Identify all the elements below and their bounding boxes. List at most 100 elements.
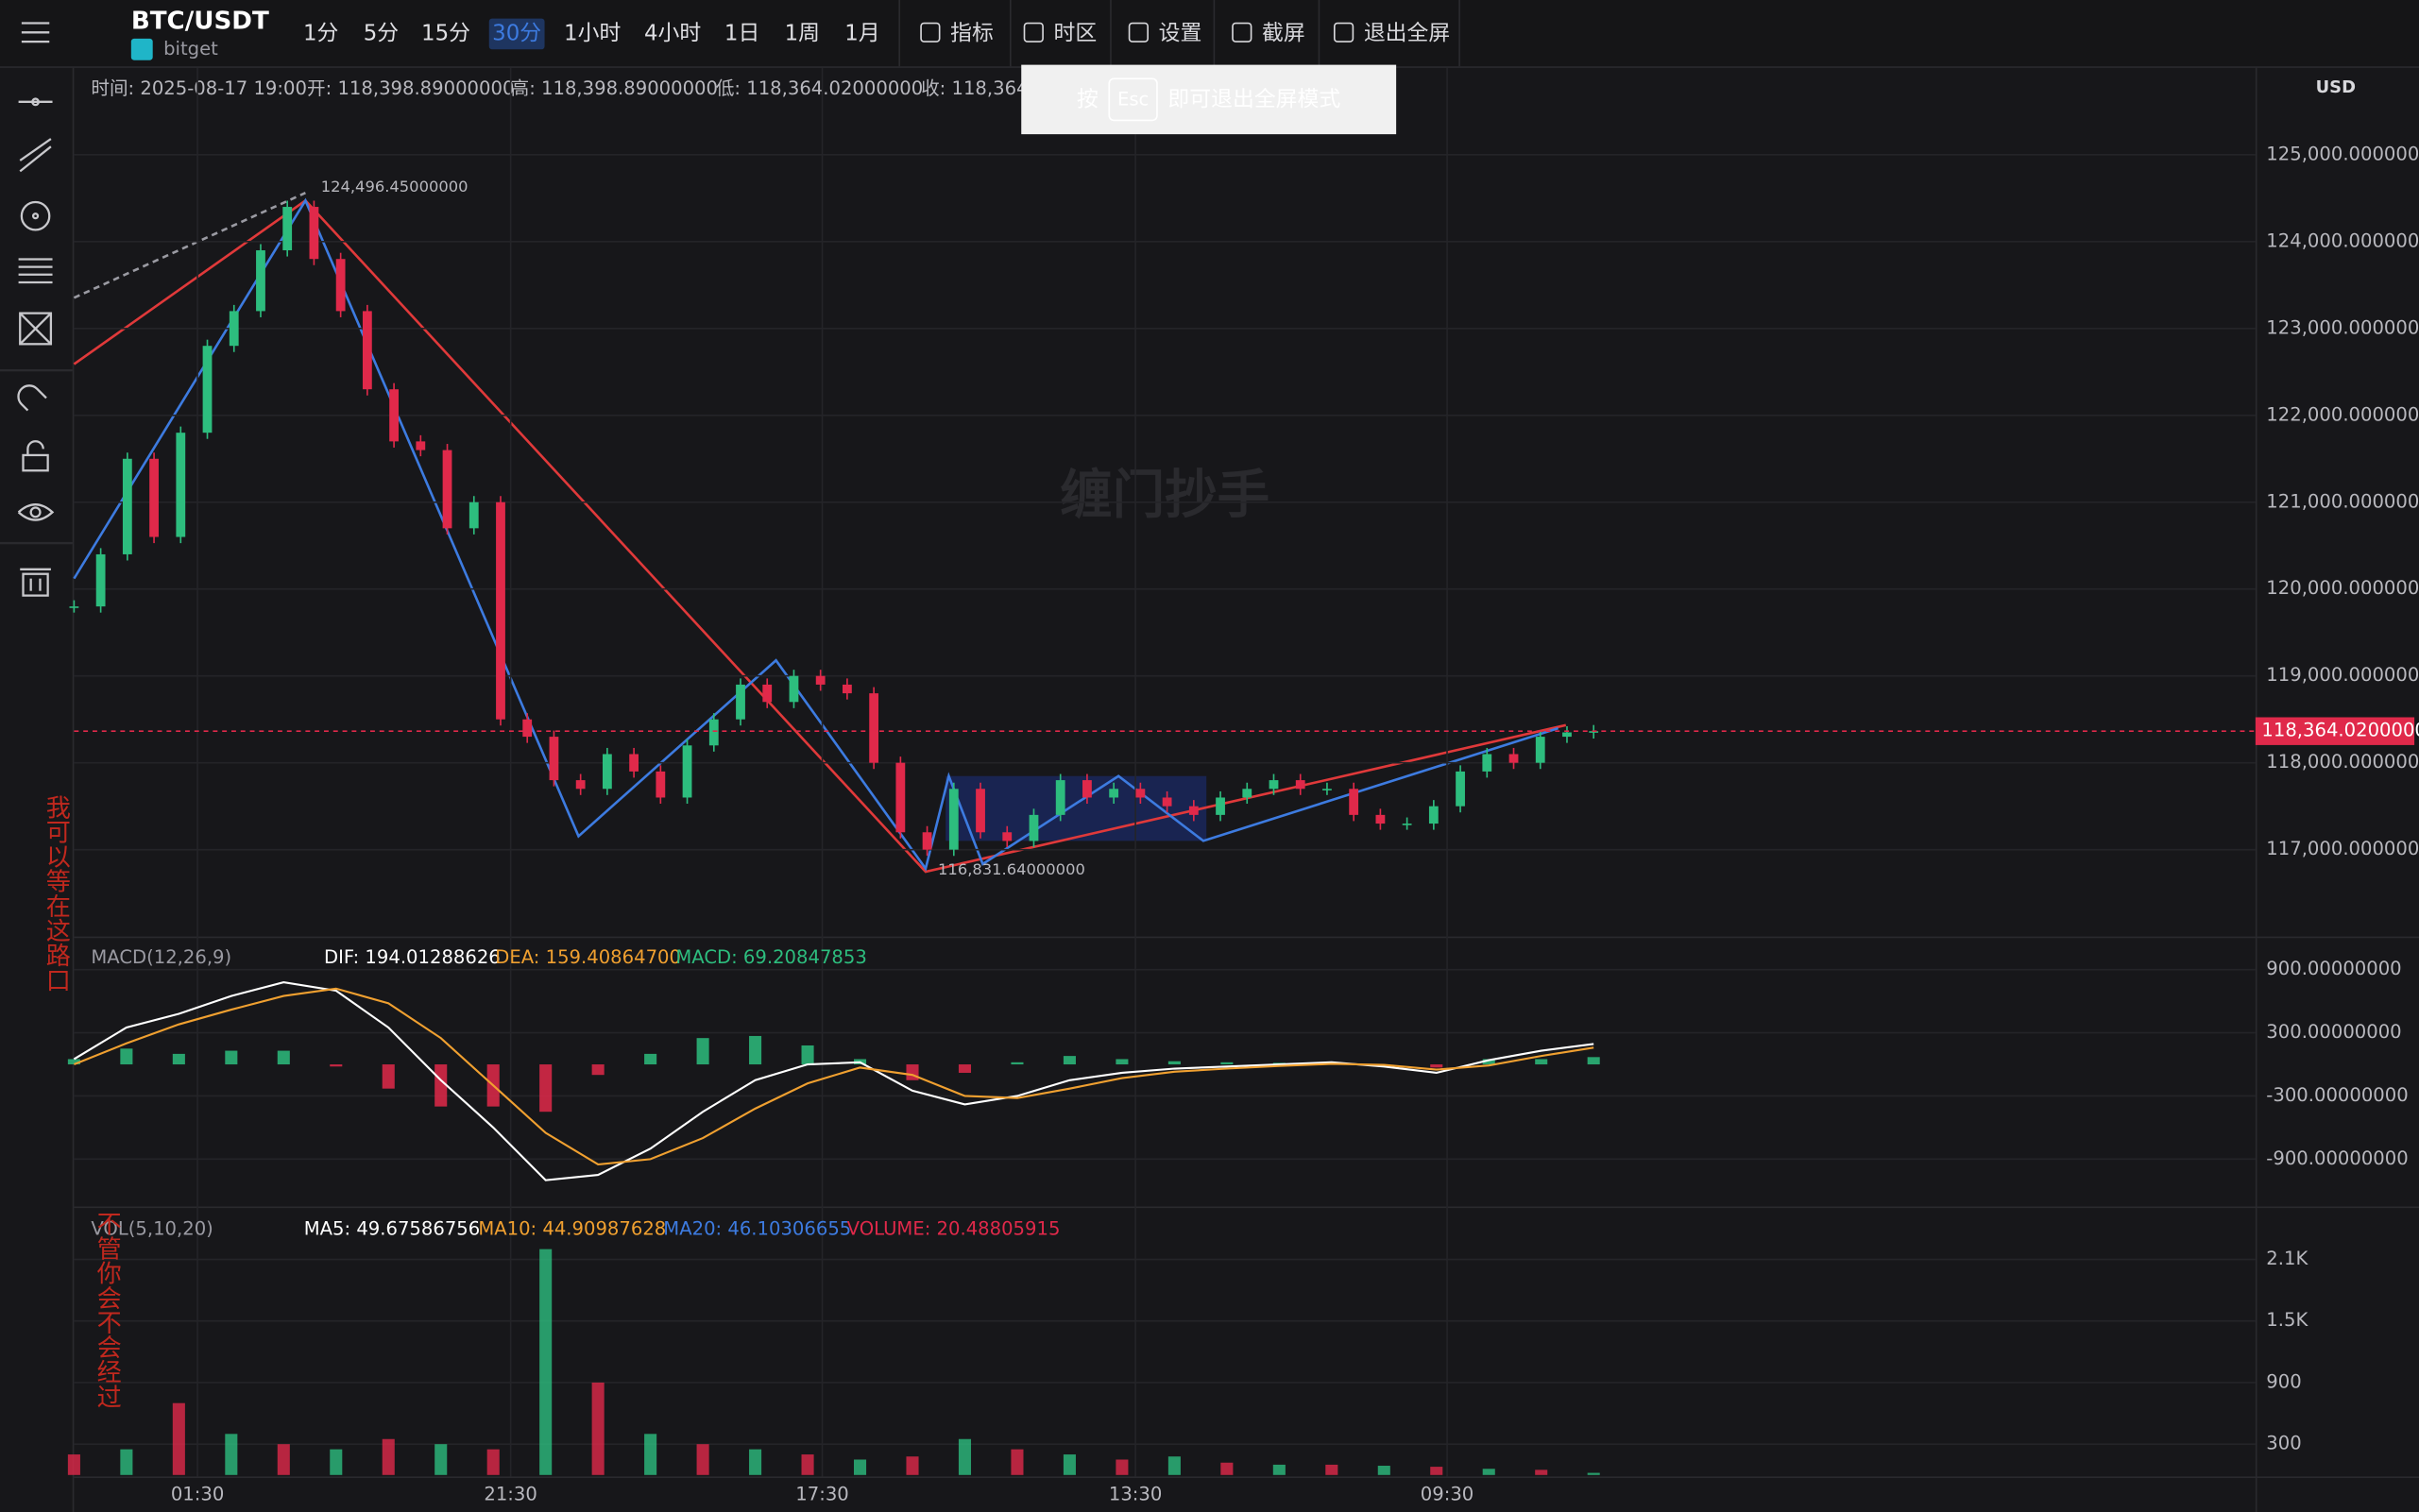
candle bbox=[1135, 789, 1146, 798]
candle bbox=[1295, 780, 1305, 790]
macd-bar bbox=[1063, 1056, 1076, 1065]
volume-bar bbox=[1011, 1449, 1024, 1475]
menu-button[interactable] bbox=[21, 22, 50, 43]
candle bbox=[95, 553, 106, 607]
candle bbox=[1242, 789, 1252, 798]
candle bbox=[282, 207, 293, 251]
interval-button[interactable]: 30分 bbox=[492, 21, 541, 45]
volume-bar bbox=[749, 1449, 762, 1475]
candle bbox=[1349, 789, 1359, 815]
candle bbox=[1109, 789, 1119, 798]
candle bbox=[69, 606, 79, 608]
tool-trend[interactable] bbox=[19, 138, 52, 173]
macd-bar bbox=[958, 1064, 972, 1073]
y-tick-label: 118,000.00000000 bbox=[2266, 751, 2419, 773]
macd-bar bbox=[67, 1059, 80, 1065]
tool-circle[interactable] bbox=[20, 200, 51, 231]
volume-bar bbox=[958, 1438, 972, 1475]
candle bbox=[976, 789, 985, 833]
candle bbox=[1562, 732, 1572, 738]
candle bbox=[1002, 832, 1013, 841]
candle bbox=[1535, 737, 1545, 763]
info-item: 时间: 2025-08-17 19:00 bbox=[91, 77, 307, 99]
action-icon bbox=[1023, 22, 1044, 42]
toolbar-separators bbox=[898, 0, 1460, 67]
interval-button[interactable]: 1分 bbox=[303, 21, 338, 45]
interval-button[interactable]: 1月 bbox=[844, 21, 879, 45]
tool-eye[interactable] bbox=[17, 503, 55, 521]
action-button[interactable]: 设置 bbox=[1159, 21, 1202, 45]
price-tag-label: 118,364.02000000 bbox=[2261, 720, 2419, 741]
candle bbox=[176, 433, 186, 537]
candle bbox=[895, 762, 906, 833]
y-tick-label: 125,000.00000000 bbox=[2266, 143, 2419, 164]
interval-button[interactable]: 1周 bbox=[785, 21, 820, 45]
volume-bar bbox=[1167, 1456, 1181, 1475]
candle bbox=[1188, 806, 1199, 815]
candle bbox=[442, 450, 452, 529]
candle bbox=[1055, 780, 1065, 815]
candle bbox=[389, 389, 399, 442]
candle bbox=[1029, 814, 1039, 841]
candle bbox=[602, 754, 612, 790]
candle bbox=[549, 737, 559, 781]
action-button[interactable]: 截屏 bbox=[1262, 21, 1305, 45]
macd-bar bbox=[644, 1053, 657, 1065]
candle bbox=[789, 675, 799, 703]
candle bbox=[922, 832, 932, 850]
volume-bar bbox=[1377, 1466, 1390, 1475]
action-button[interactable]: 时区 bbox=[1054, 21, 1098, 45]
tool-magnet[interactable] bbox=[17, 384, 47, 412]
tool-lock[interactable] bbox=[22, 440, 49, 472]
volume-bar bbox=[539, 1249, 553, 1475]
candle bbox=[682, 745, 692, 798]
volume-bar bbox=[1482, 1469, 1495, 1475]
info-item: 开: 118,398.89000000 bbox=[307, 77, 514, 99]
macd-bar bbox=[1167, 1061, 1181, 1065]
tool-fib[interactable] bbox=[18, 258, 53, 284]
candle bbox=[708, 719, 719, 746]
interval-button[interactable]: 1日 bbox=[724, 21, 759, 45]
toast-text: 即可退出全屏模式 bbox=[1167, 88, 1340, 112]
candle bbox=[948, 789, 959, 850]
annotation: 我可以等在这路口 bbox=[42, 794, 71, 992]
interval-button[interactable]: 4小时 bbox=[644, 21, 701, 45]
y-tick-label: 1.5K bbox=[2266, 1309, 2308, 1331]
interval-button[interactable]: 5分 bbox=[364, 21, 399, 45]
candle bbox=[575, 780, 586, 790]
symbol[interactable]: BTC/USDT bbox=[131, 7, 269, 35]
y-tick-label: 900 bbox=[2266, 1370, 2301, 1392]
action-button[interactable]: 指标 bbox=[950, 21, 994, 45]
candle bbox=[202, 346, 213, 433]
y-tick-label: 121,000.00000000 bbox=[2266, 490, 2419, 512]
candle bbox=[1375, 814, 1386, 824]
action-button[interactable]: 退出全屏 bbox=[1364, 21, 1450, 45]
candle bbox=[843, 684, 852, 694]
tool-delete[interactable] bbox=[20, 568, 51, 597]
currency: USD bbox=[2316, 77, 2356, 97]
candle bbox=[335, 259, 346, 312]
volume-bar bbox=[67, 1454, 80, 1475]
candle bbox=[149, 458, 159, 537]
interval-button[interactable]: 15分 bbox=[421, 21, 470, 45]
volume-bar bbox=[696, 1444, 709, 1475]
candle bbox=[1402, 824, 1412, 825]
y-tick-label: 122,000.00000000 bbox=[2266, 403, 2419, 425]
interval-button[interactable]: 1小时 bbox=[564, 21, 621, 45]
tool-line[interactable] bbox=[18, 97, 53, 107]
macd-bar bbox=[801, 1045, 814, 1065]
candle bbox=[1082, 780, 1092, 798]
candle bbox=[762, 684, 773, 703]
candle bbox=[1482, 754, 1492, 772]
y-tick-label: 900.00000000 bbox=[2266, 958, 2401, 979]
tool-pattern[interactable] bbox=[19, 312, 53, 346]
candle bbox=[496, 501, 505, 720]
volume-bar bbox=[434, 1444, 448, 1475]
macd-bar bbox=[330, 1064, 343, 1067]
y-tick-label: 123,000.00000000 bbox=[2266, 316, 2419, 338]
volume-bar bbox=[801, 1454, 814, 1475]
macd-bar bbox=[749, 1035, 762, 1065]
